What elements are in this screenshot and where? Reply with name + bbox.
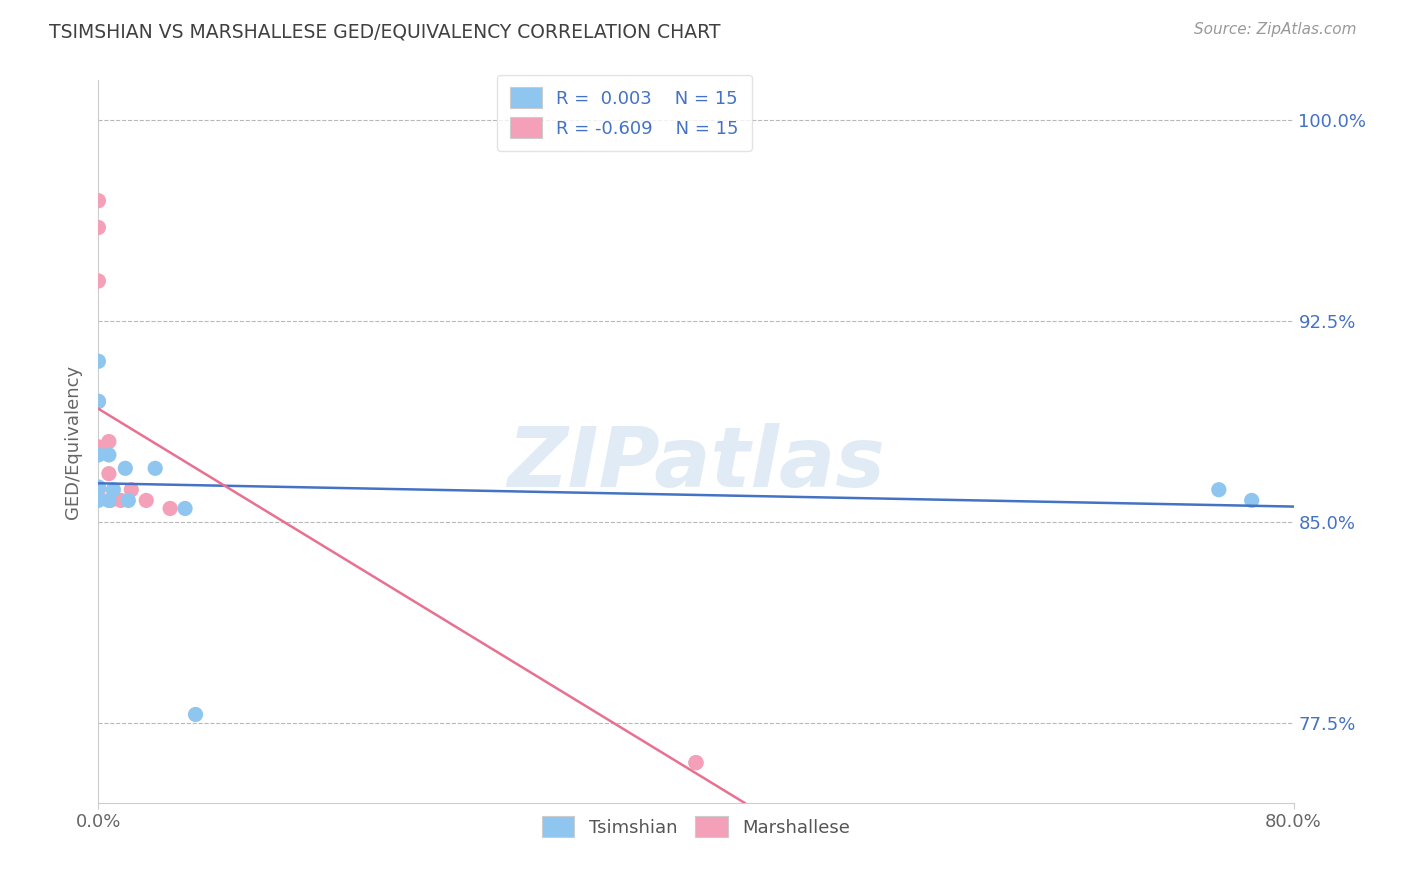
Point: [685, 756, 707, 770]
Point: [87, 483, 110, 497]
Point: [87, 220, 110, 235]
Point: [98, 493, 122, 508]
Point: [87, 194, 110, 208]
Point: [184, 707, 207, 722]
Point: [685, 756, 707, 770]
Point: [103, 483, 125, 497]
Point: [117, 493, 139, 508]
Point: [110, 493, 132, 508]
Point: [87, 274, 110, 288]
Point: [87, 394, 110, 409]
Point: [114, 461, 136, 475]
Legend: Tsimshian, Marshallese: Tsimshian, Marshallese: [534, 809, 858, 845]
Text: Source: ZipAtlas.com: Source: ZipAtlas.com: [1194, 22, 1357, 37]
Point: [159, 501, 181, 516]
Point: [174, 501, 197, 516]
Point: [97, 493, 120, 508]
Point: [87, 394, 110, 409]
Text: TSIMSHIAN VS MARSHALLESE GED/EQUIVALENCY CORRELATION CHART: TSIMSHIAN VS MARSHALLESE GED/EQUIVALENCY…: [49, 22, 721, 41]
Point: [1208, 483, 1230, 497]
Point: [87, 448, 110, 462]
Text: ZIPatlas: ZIPatlas: [508, 423, 884, 504]
Point: [87, 480, 110, 494]
Point: [97, 467, 120, 481]
Point: [1240, 493, 1263, 508]
Point: [143, 461, 166, 475]
Point: [87, 440, 110, 454]
Point: [97, 434, 120, 449]
Y-axis label: GED/Equivalency: GED/Equivalency: [65, 365, 83, 518]
Point: [97, 448, 120, 462]
Point: [87, 354, 110, 368]
Point: [135, 493, 157, 508]
Point: [120, 483, 142, 497]
Point: [87, 493, 110, 508]
